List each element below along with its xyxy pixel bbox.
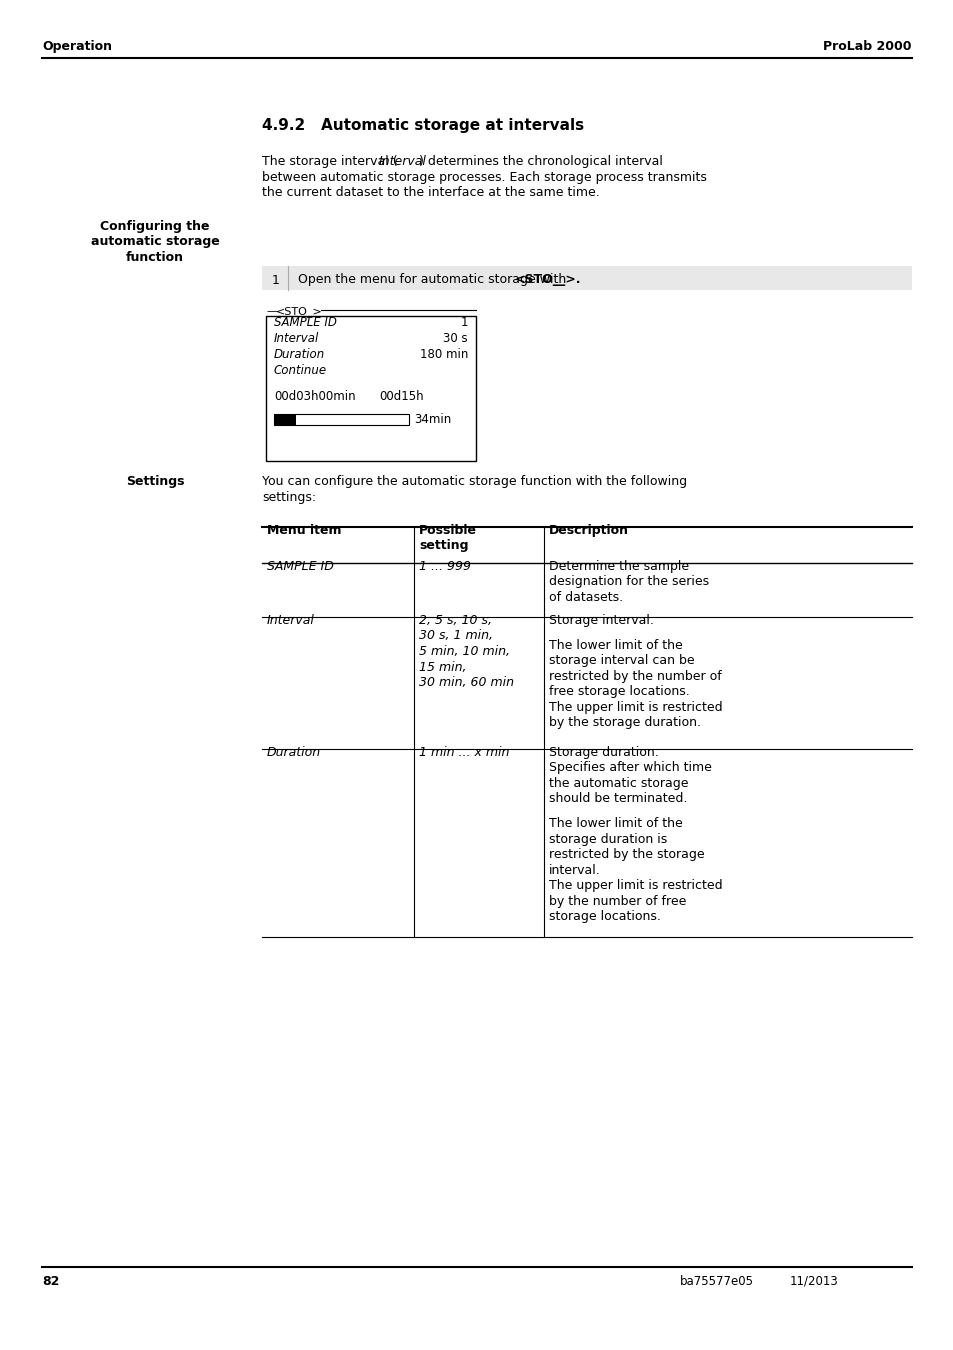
Text: settings:: settings: <box>262 490 315 504</box>
Text: Interval: Interval <box>267 614 314 626</box>
Text: Settings: Settings <box>126 475 184 487</box>
Text: storage interval can be: storage interval can be <box>548 655 694 667</box>
Bar <box>274 414 295 425</box>
Text: Storage interval.: Storage interval. <box>548 614 653 626</box>
Text: <STO_>: <STO_> <box>275 306 322 317</box>
Text: 82: 82 <box>42 1274 59 1288</box>
Text: 4.9.2   Automatic storage at intervals: 4.9.2 Automatic storage at intervals <box>262 117 583 134</box>
Text: Operation: Operation <box>42 40 112 53</box>
Text: restricted by the storage: restricted by the storage <box>548 848 704 861</box>
Text: Description: Description <box>548 524 628 537</box>
Text: the current dataset to the interface at the same time.: the current dataset to the interface at … <box>262 186 599 198</box>
Bar <box>262 266 911 290</box>
Text: Configuring the: Configuring the <box>100 220 210 234</box>
Text: function: function <box>126 251 184 265</box>
Text: 2, 5 s, 10 s,: 2, 5 s, 10 s, <box>418 614 492 626</box>
Text: storage duration is: storage duration is <box>548 833 666 846</box>
Text: 1: 1 <box>272 274 279 286</box>
Text: between automatic storage processes. Each storage process transmits: between automatic storage processes. Eac… <box>262 170 706 184</box>
Text: Interval: Interval <box>274 332 319 346</box>
Text: storage locations.: storage locations. <box>548 910 660 923</box>
Text: 15 min,: 15 min, <box>418 660 466 674</box>
Text: —: — <box>266 306 276 316</box>
Text: 34min: 34min <box>414 413 451 427</box>
Text: The upper limit is restricted: The upper limit is restricted <box>548 701 721 714</box>
Text: The lower limit of the: The lower limit of the <box>548 639 682 652</box>
Bar <box>274 414 409 425</box>
Text: 30 s: 30 s <box>443 332 468 346</box>
Text: restricted by the number of: restricted by the number of <box>548 670 721 683</box>
Text: should be terminated.: should be terminated. <box>548 792 687 806</box>
Text: The storage interval (: The storage interval ( <box>262 155 397 167</box>
Text: Continue: Continue <box>274 364 327 377</box>
Text: The upper limit is restricted: The upper limit is restricted <box>548 879 721 892</box>
Text: The lower limit of the: The lower limit of the <box>548 817 682 830</box>
Text: <STO__>.: <STO__>. <box>514 274 580 286</box>
Text: setting: setting <box>418 540 468 552</box>
Text: 30 s, 1 min,: 30 s, 1 min, <box>418 629 493 643</box>
Text: You can configure the automatic storage function with the following: You can configure the automatic storage … <box>262 475 686 487</box>
Text: SAMPLE ID: SAMPLE ID <box>267 560 334 572</box>
Text: Possible: Possible <box>418 524 476 537</box>
Text: Interval: Interval <box>378 155 426 167</box>
Text: Duration: Duration <box>267 747 321 759</box>
Text: by the storage duration.: by the storage duration. <box>548 717 700 729</box>
Text: 1 min ... x min: 1 min ... x min <box>418 747 509 759</box>
Text: SAMPLE ID: SAMPLE ID <box>274 316 336 329</box>
Text: ProLab 2000: ProLab 2000 <box>822 40 911 53</box>
Text: the automatic storage: the automatic storage <box>548 778 688 790</box>
Text: interval.: interval. <box>548 864 600 876</box>
Bar <box>266 316 476 460</box>
Text: ba75577e05: ba75577e05 <box>679 1274 753 1288</box>
Text: 180 min: 180 min <box>419 348 468 360</box>
Text: Storage duration.: Storage duration. <box>548 747 659 759</box>
Text: Specifies after which time: Specifies after which time <box>548 761 711 775</box>
Text: 5 min, 10 min,: 5 min, 10 min, <box>418 645 510 657</box>
Text: 1 ... 999: 1 ... 999 <box>418 560 471 572</box>
Text: 11/2013: 11/2013 <box>789 1274 838 1288</box>
Text: Menu item: Menu item <box>267 524 341 537</box>
Text: designation for the series: designation for the series <box>548 575 708 589</box>
Text: of datasets.: of datasets. <box>548 591 622 603</box>
Text: Open the menu for automatic storage with: Open the menu for automatic storage with <box>297 274 570 286</box>
Text: free storage locations.: free storage locations. <box>548 686 689 698</box>
Text: ) determines the chronological interval: ) determines the chronological interval <box>418 155 661 167</box>
Text: by the number of free: by the number of free <box>548 895 685 907</box>
Text: Duration: Duration <box>274 348 325 360</box>
Text: Determine the sample: Determine the sample <box>548 560 688 572</box>
Text: automatic storage: automatic storage <box>91 235 219 248</box>
Text: 00d15h: 00d15h <box>378 390 423 404</box>
Text: 00d03h00min: 00d03h00min <box>274 390 355 404</box>
Text: 30 min, 60 min: 30 min, 60 min <box>418 676 514 688</box>
Text: 1: 1 <box>460 316 468 329</box>
